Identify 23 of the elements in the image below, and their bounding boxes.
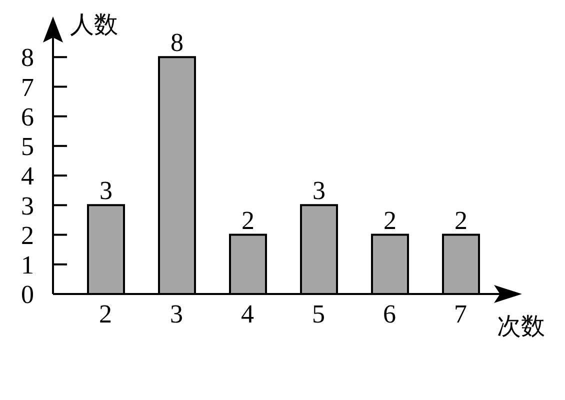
data-label: 3 xyxy=(312,176,326,206)
x-tick-label: 2 xyxy=(99,299,112,328)
y-tick-label: 7 xyxy=(21,72,34,102)
x-tick-label: 6 xyxy=(383,299,396,328)
x-axis-title: 次数 xyxy=(497,314,545,340)
y-tick-label: 0 xyxy=(21,280,34,310)
x-tick-label: 3 xyxy=(170,299,183,328)
y-tick-label: 5 xyxy=(21,132,34,162)
y-tick-label: 6 xyxy=(21,102,34,132)
data-label: 2 xyxy=(454,206,468,235)
data-label: 2 xyxy=(384,206,396,235)
x-tick-label: 5 xyxy=(312,299,325,328)
y-tick-label: 1 xyxy=(21,250,34,280)
x-tick-label: 7 xyxy=(454,299,467,328)
y-tick-label: 2 xyxy=(21,220,34,250)
x-tick-label: 4 xyxy=(241,299,254,328)
y-tick-label: 3 xyxy=(21,191,34,220)
data-label: 3 xyxy=(100,176,112,206)
y-axis-title: 人数 xyxy=(70,12,118,38)
y-tick-label: 4 xyxy=(21,162,34,191)
data-label: 8 xyxy=(170,28,184,58)
y-tick-label: 8 xyxy=(21,43,34,72)
data-label: 2 xyxy=(242,206,254,235)
